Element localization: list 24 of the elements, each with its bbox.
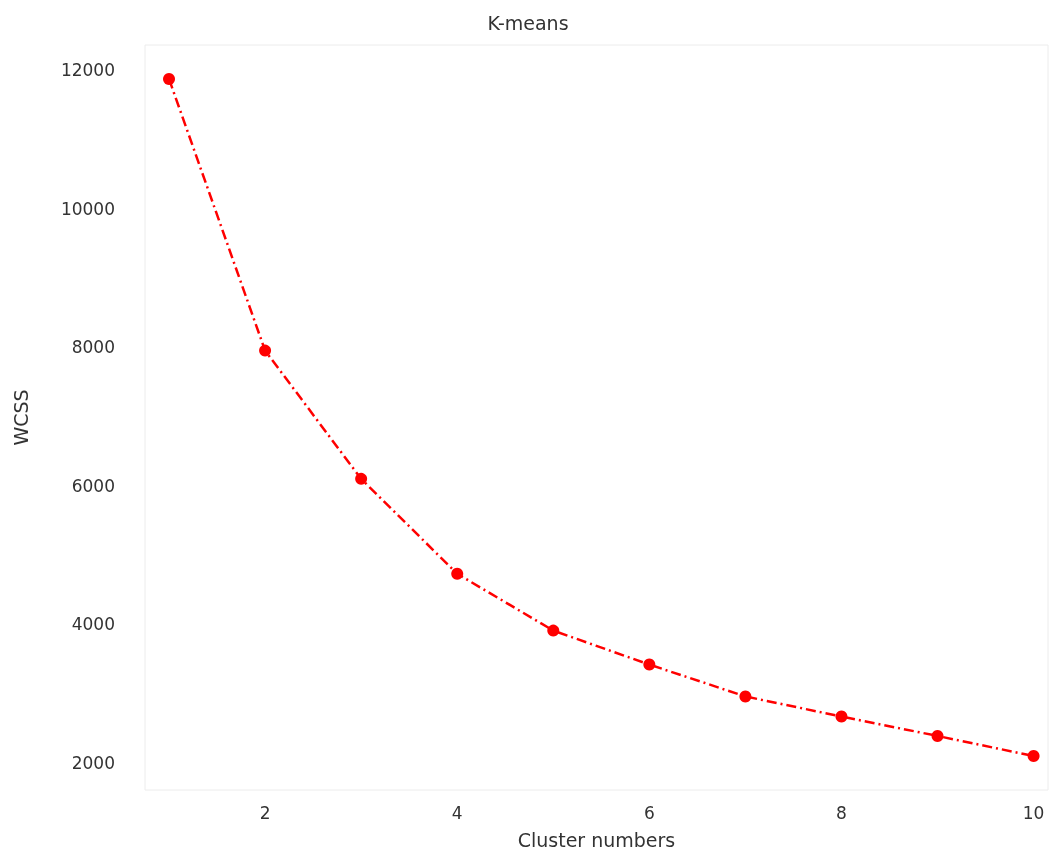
y-axis-title: WCSS <box>9 389 32 446</box>
point <box>547 624 560 637</box>
y-tick-label: 12000 <box>60 59 115 80</box>
x-tick-label: 2 <box>259 802 271 823</box>
y-tick-label: 4000 <box>71 614 115 635</box>
x-tick-label: 8 <box>836 802 847 823</box>
y-tick-label: 2000 <box>71 752 115 773</box>
point <box>163 72 176 85</box>
x-tick-label: 6 <box>643 802 655 823</box>
x-axis-title: Cluster numbers <box>517 828 676 851</box>
point <box>931 729 944 742</box>
point <box>739 690 752 703</box>
y-tick-label: 10000 <box>60 198 115 219</box>
point <box>1027 750 1040 763</box>
point <box>451 567 464 580</box>
chart-title: K-means <box>487 11 569 34</box>
point <box>835 710 848 723</box>
y-tick-label: 6000 <box>71 475 115 496</box>
y-tick-label: 8000 <box>71 337 115 358</box>
x-tick-label: 4 <box>451 802 463 823</box>
x-tick-label: 10 <box>1022 802 1045 823</box>
point <box>643 658 656 671</box>
point <box>259 344 272 357</box>
point <box>355 472 368 485</box>
